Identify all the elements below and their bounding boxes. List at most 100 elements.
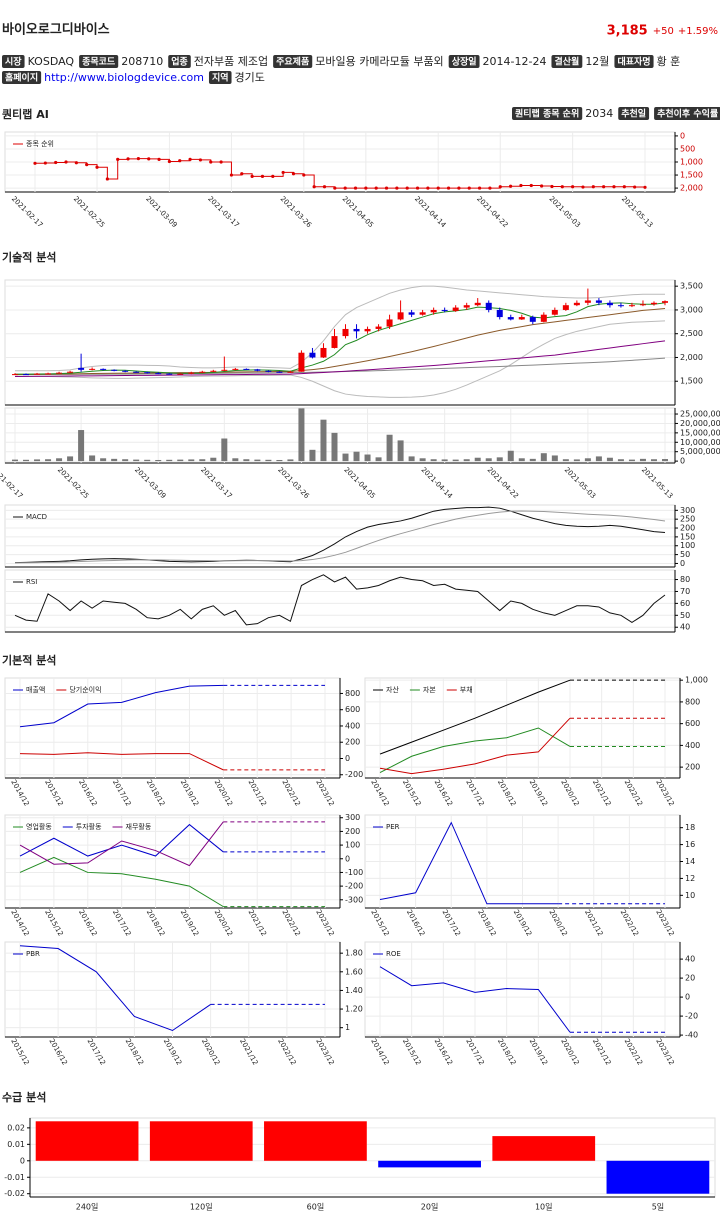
x-tick-label: 120일	[190, 1203, 213, 1212]
section-title: 수급 분석	[2, 1090, 46, 1104]
series-point	[405, 186, 409, 190]
x-tick-label: 2015/12	[401, 1037, 422, 1066]
y-tick-label: 3,000	[680, 305, 703, 314]
legend-label: 종목 순위	[26, 140, 54, 148]
y-tick-label: 600	[685, 719, 700, 728]
y-tick-label: 250	[680, 515, 695, 524]
bar	[78, 430, 85, 462]
bar	[166, 459, 173, 462]
x-tick-label: 2021-02-25	[72, 195, 106, 229]
x-tick-label: 2015/12	[401, 778, 422, 807]
y-tick-label: 2,000	[680, 184, 703, 193]
x-tick-label: 2021-05-03	[563, 466, 597, 500]
y-tick-label: 200	[345, 827, 360, 836]
candle-body	[331, 336, 338, 348]
x-tick-label: 2019/12	[179, 778, 200, 807]
candle-body	[496, 309, 503, 318]
x-tick-label: 2014/12	[369, 1037, 390, 1066]
series-point	[64, 160, 68, 164]
candle-body	[243, 368, 250, 370]
series-point	[415, 186, 420, 190]
series-point	[291, 172, 296, 176]
series-point	[126, 157, 130, 161]
candle-body	[419, 312, 426, 315]
x-tick-label: 2017/12	[464, 1037, 485, 1066]
x-tick-label: 2021-04-22	[486, 466, 520, 500]
tag-label: 퀀티랩 종목 순위	[515, 108, 579, 120]
x-tick-label: 2017/12	[111, 778, 132, 807]
bar	[188, 459, 195, 462]
y-tick-label: 800	[345, 689, 360, 698]
legend-label: 매출액	[26, 685, 45, 694]
tag-value: 전자부품 제조업	[194, 55, 268, 68]
series-point	[219, 160, 223, 164]
tag-value: 12월	[585, 55, 609, 68]
candle-body	[441, 309, 448, 311]
candle-body	[562, 305, 569, 310]
x-tick-label: 2022/12	[623, 778, 644, 807]
bar	[529, 458, 536, 462]
series-line	[14, 510, 666, 564]
x-tick-label: 2020/12	[559, 1037, 580, 1066]
series-point	[446, 186, 451, 190]
candle-body	[386, 319, 393, 327]
series-point	[498, 185, 502, 189]
bar	[35, 1121, 139, 1161]
series-point	[198, 158, 203, 162]
y-tick-label: 1.80	[345, 949, 363, 958]
x-tick-label: 2015/12	[369, 908, 390, 937]
y-tick-label: 5,000,000	[680, 447, 720, 456]
x-tick-label: 20일	[421, 1203, 439, 1212]
series-point	[477, 186, 482, 190]
y-tick-label: 1,000	[680, 158, 703, 167]
bar	[507, 450, 514, 462]
bar	[232, 458, 239, 462]
y-tick-label: 800	[685, 697, 700, 706]
series-point	[581, 185, 585, 189]
series-point	[74, 161, 78, 165]
tag-label: 주요제품	[276, 56, 309, 68]
series-point	[467, 186, 471, 190]
tag-label: 추천이후 수익률	[657, 108, 718, 120]
y-tick-label: 2,000	[680, 353, 703, 362]
candle-body	[606, 302, 613, 306]
series-point	[395, 186, 399, 190]
series-line	[14, 340, 666, 377]
candle-body	[452, 307, 459, 311]
bar	[320, 419, 327, 462]
series-line	[14, 308, 666, 376]
y-tick-label: 10,000,000	[680, 438, 720, 447]
y-tick-label: 0	[680, 131, 685, 140]
series-point	[43, 161, 47, 165]
x-tick-label: 2016/12	[47, 1037, 68, 1066]
bar	[474, 457, 481, 462]
candle-body	[188, 372, 195, 374]
candle-body	[639, 304, 646, 306]
x-tick-label: 2021/12	[591, 778, 612, 807]
bar	[430, 459, 437, 462]
candle-body	[485, 302, 492, 310]
x-tick-label: 2021/12	[583, 908, 604, 937]
x-tick-label: 240일	[76, 1203, 99, 1212]
x-tick-label: 2017/12	[441, 908, 462, 937]
series-point	[167, 159, 172, 164]
candle-body	[12, 374, 18, 376]
series-point	[602, 185, 606, 189]
y-tick-label: 100	[345, 841, 360, 850]
bar	[155, 459, 162, 462]
series-line	[379, 717, 571, 775]
series-line	[379, 679, 571, 755]
tag-bg	[654, 107, 720, 120]
tag-bg	[168, 55, 191, 68]
y-tick-label: 1,000	[685, 676, 708, 685]
series-point	[519, 183, 523, 188]
candle-body	[177, 373, 184, 375]
y-tick-label: 18	[685, 823, 695, 832]
series-point	[229, 173, 234, 177]
y-tick-label: -100	[345, 868, 363, 877]
tag-value: 황 훈	[657, 55, 681, 68]
x-tick-label: 2023/12	[654, 1037, 675, 1066]
candle-body	[662, 301, 668, 303]
series-line	[19, 856, 224, 908]
